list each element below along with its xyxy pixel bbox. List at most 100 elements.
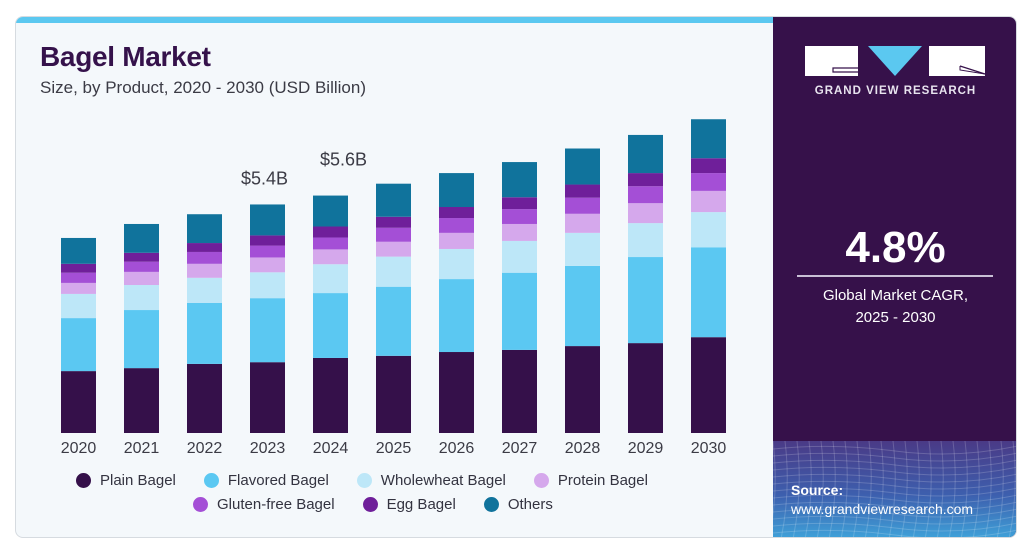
bar-segment-flavored-bagel-2022 [187, 302, 222, 364]
bar-segment-others-2022 [187, 214, 222, 244]
bar-segment-wholewheat-bagel-2023 [250, 272, 285, 299]
bar-segment-protein-bagel-2030 [691, 190, 726, 213]
legend-label: Egg Bagel [386, 496, 456, 513]
bar-segment-plain-bagel-2027 [502, 349, 537, 433]
mesh-pattern [773, 441, 1016, 537]
bar-segment-plain-bagel-2028 [565, 346, 600, 433]
legend-label: Plain Bagel [100, 472, 176, 489]
legend-item-plain-bagel: Plain Bagel [76, 472, 176, 489]
bar-stack-2028 [565, 148, 600, 433]
bar-segment-others-2025 [376, 183, 411, 217]
bar-segment-flavored-bagel-2029 [628, 257, 663, 344]
bar-segment-protein-bagel-2025 [376, 241, 411, 257]
divider [797, 275, 993, 277]
legend-swatch [533, 473, 549, 488]
bar-segment-others-2028 [565, 148, 600, 185]
accent-stripe [16, 17, 774, 23]
bar-segment-plain-bagel-2029 [628, 343, 663, 433]
legend-item-egg-bagel: Egg Bagel [362, 496, 456, 513]
bar-stack-2023 [250, 204, 285, 433]
bar-stack-2030 [691, 119, 726, 433]
x-tick-label: 2029 [628, 440, 664, 457]
legend-label: Flavored Bagel [227, 472, 329, 489]
bar-segment-wholewheat-bagel-2028 [565, 232, 600, 266]
x-tick-label: 2022 [187, 440, 223, 457]
bar-segment-wholewheat-bagel-2026 [439, 248, 474, 280]
x-tick-label: 2021 [124, 440, 160, 457]
bar-stack-2027 [502, 162, 537, 433]
bar-segment-others-2023 [250, 204, 285, 236]
bar-segment-flavored-bagel-2024 [313, 293, 348, 358]
bar-segment-plain-bagel-2022 [187, 363, 222, 433]
cagr-label: Global Market CAGR, 2025 - 2030 [773, 285, 1016, 329]
bar-segment-egg-bagel-2029 [628, 173, 663, 187]
bar-segment-wholewheat-bagel-2024 [313, 264, 348, 294]
bar-segment-wholewheat-bagel-2022 [187, 277, 222, 303]
bar-segment-protein-bagel-2022 [187, 263, 222, 278]
bar-segment-plain-bagel-2030 [691, 337, 726, 433]
legend-swatch [483, 497, 499, 512]
legend-swatch [356, 473, 372, 488]
bar-segment-gluten-free-bagel-2029 [628, 186, 663, 204]
bar-segment-plain-bagel-2025 [376, 355, 411, 433]
legend-row: Gluten-free Bagel Egg Bagel Others [193, 496, 581, 513]
x-tick-label: 2030 [691, 440, 727, 457]
x-tick-label: 2028 [565, 440, 601, 457]
bar-segment-gluten-free-bagel-2023 [250, 245, 285, 258]
bar-stack-2021 [124, 223, 159, 433]
legend-swatch [362, 497, 378, 512]
cagr-label-line1: Global Market CAGR, [822, 287, 969, 304]
bar-segment-egg-bagel-2025 [376, 216, 411, 228]
bar-stack-2026 [439, 173, 474, 433]
bar-segment-flavored-bagel-2020 [61, 318, 96, 372]
legend-swatch [203, 473, 219, 488]
bar-segment-egg-bagel-2022 [187, 243, 222, 252]
legend-item-protein-bagel: Protein Bagel [533, 472, 648, 489]
bar-segment-plain-bagel-2021 [124, 368, 159, 433]
bar-segment-flavored-bagel-2027 [502, 272, 537, 350]
stacked-bar-chart: 2020 2021 2022 2023 $5.4B 2024 $5.6B 2025 2026 20… [61, 119, 727, 457]
legend-row: Plain Bagel Flavored Bagel Wholewheat Bage… [76, 472, 676, 489]
bar-segment-egg-bagel-2027 [502, 197, 537, 210]
bar-segment-egg-bagel-2028 [565, 184, 600, 198]
x-tick-label: 2026 [439, 440, 475, 457]
source-link[interactable]: www.grandviewresearch.com [791, 501, 974, 517]
bar-segment-egg-bagel-2021 [124, 252, 159, 262]
bar-segment-protein-bagel-2024 [313, 249, 348, 265]
bar-segment-others-2030 [691, 119, 726, 159]
bar-segment-gluten-free-bagel-2022 [187, 251, 222, 264]
legend-item-others: Others [483, 496, 553, 513]
brand-panel: GRAND VIEW RESEARCH 4.8% Global Market C… [773, 17, 1016, 537]
bar-segment-wholewheat-bagel-2021 [124, 285, 159, 311]
bar-segment-gluten-free-bagel-2030 [691, 173, 726, 191]
bar-segment-gluten-free-bagel-2028 [565, 197, 600, 214]
bar-segment-wholewheat-bagel-2029 [628, 223, 663, 258]
bar-segment-others-2020 [61, 237, 96, 264]
legend-label: Protein Bagel [557, 472, 648, 489]
bar-segment-protein-bagel-2023 [250, 257, 285, 273]
infographic-card: Bagel Market Size, by Product, 2020 - 20… [15, 16, 1017, 538]
bar-segment-gluten-free-bagel-2024 [313, 237, 348, 250]
value-annotation: $5.4B [241, 169, 288, 189]
brand-name: GRAND VIEW RESEARCH [814, 85, 977, 97]
bar-segment-gluten-free-bagel-2020 [61, 272, 96, 283]
bar-stack-2029 [628, 134, 663, 433]
source-label: Source: [791, 482, 844, 498]
chart-title: Bagel Market [40, 41, 211, 72]
legend-item-gluten-free-bagel: Gluten-free Bagel [193, 496, 335, 513]
bar-segment-egg-bagel-2024 [313, 226, 348, 238]
bar-segment-protein-bagel-2028 [565, 213, 600, 233]
bar-segment-protein-bagel-2021 [124, 271, 159, 286]
bar-segment-flavored-bagel-2030 [691, 247, 726, 338]
bar-segment-wholewheat-bagel-2030 [691, 212, 726, 248]
chart-subtitle: Size, by Product, 2020 - 2030 (USD Billi… [40, 78, 366, 97]
legend-label: Others [507, 496, 553, 513]
grand-view-research-logo [805, 46, 986, 76]
bar-segment-flavored-bagel-2028 [565, 265, 600, 347]
bar-segment-others-2021 [124, 223, 159, 253]
bar-segment-flavored-bagel-2025 [376, 286, 411, 356]
decorative-grid-background [773, 441, 1016, 537]
bar-segment-egg-bagel-2020 [61, 263, 96, 273]
bar-segment-egg-bagel-2030 [691, 158, 726, 174]
bar-segment-gluten-free-bagel-2026 [439, 218, 474, 233]
